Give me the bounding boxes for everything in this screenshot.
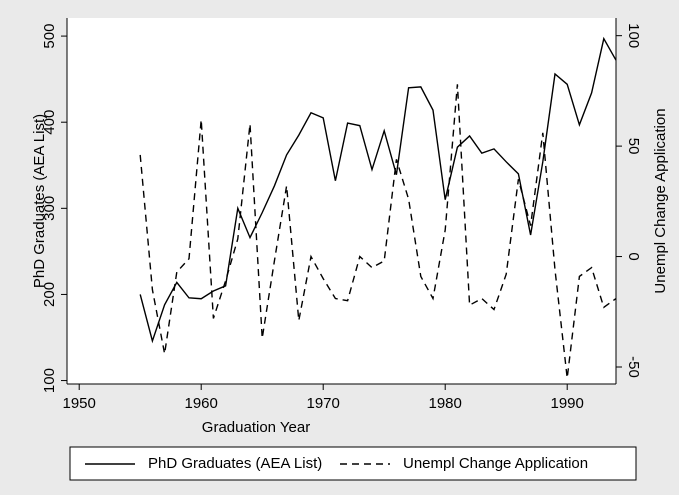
y-tick-label: 100: [41, 368, 58, 393]
legend-label: PhD Graduates (AEA List): [148, 455, 322, 472]
y-tick-label: 300: [41, 196, 58, 221]
y2-tick-label: -50: [625, 356, 642, 378]
x-axis-title: Graduation Year: [202, 419, 310, 436]
x-tick-label: 1960: [185, 395, 218, 412]
data-line: [139, 84, 617, 379]
y2-tick-label: 0: [625, 252, 642, 260]
x-tick-label: 1990: [551, 395, 584, 412]
x-tick-label: 1950: [63, 395, 96, 412]
y2-tick-label: 50: [625, 138, 642, 155]
y-axis-title: PhD Graduates (AEA List): [31, 114, 48, 288]
y-tick-label: 200: [41, 282, 58, 307]
data-line: [139, 36, 617, 344]
y-tick-label: 500: [41, 24, 58, 49]
y-tick-label: 400: [41, 110, 58, 135]
y2-tick-label: 100: [625, 23, 642, 48]
legend-label: Unempl Change Application: [403, 455, 588, 472]
y2-axis-title: Unempl Change Application: [652, 108, 669, 293]
x-tick-label: 1970: [307, 395, 340, 412]
x-tick-label: 1980: [429, 395, 462, 412]
